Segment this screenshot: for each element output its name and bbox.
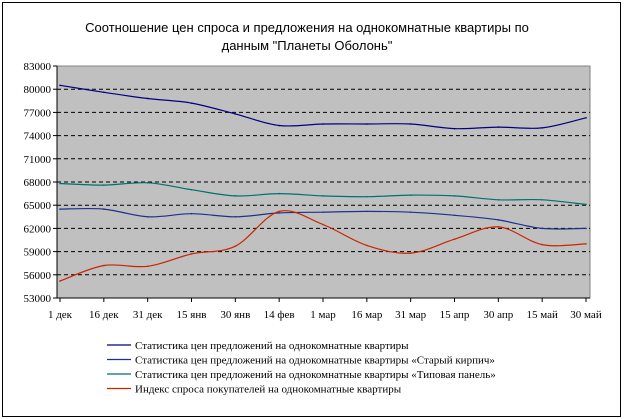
data-point: [103, 264, 105, 267]
axes: 53000 56000 59000 62000 65000 68000 71000 74000…: [24, 61, 602, 321]
data-point: [278, 124, 280, 127]
data-point: [59, 84, 61, 87]
x-tick-label: 14 фев: [264, 309, 295, 321]
data-point: [366, 123, 368, 125]
data-point: [366, 210, 368, 213]
data-point: [59, 208, 61, 210]
data-point: [409, 194, 412, 196]
y-tick-label: 53000: [24, 293, 52, 305]
data-point: [190, 102, 193, 104]
data-point: [322, 123, 324, 125]
x-tick-label: 16 дек: [89, 309, 119, 321]
data-point: [366, 244, 368, 247]
data-point: [453, 238, 456, 241]
legend-label-2: Статистика цен предложений на однокомнат…: [135, 355, 495, 367]
data-point: [103, 208, 105, 210]
y-tick-label: 56000: [24, 270, 52, 282]
data-point: [234, 113, 237, 115]
data-point: [190, 253, 193, 255]
x-tick-label: 15 янв: [177, 309, 207, 321]
data-point: [146, 97, 149, 100]
x-tick-label: 16 мар: [351, 309, 383, 321]
data-point: [541, 127, 543, 129]
data-point: [322, 223, 324, 226]
data-point: [453, 127, 456, 130]
legend-label-3: Статистика цен предложений на однокомнат…: [135, 369, 496, 381]
data-point: [146, 181, 149, 184]
x-tick-label: 15 апр: [440, 309, 470, 321]
x-tick-label: 30 май: [570, 309, 602, 321]
x-tick-label: 31 дек: [133, 309, 163, 321]
data-point: [190, 188, 193, 191]
x-tick-label: 30 апр: [483, 309, 513, 321]
data-point: [146, 265, 149, 268]
x-tick-label: 15 май: [526, 309, 558, 321]
data-point: [278, 212, 280, 214]
data-point: [103, 184, 105, 186]
y-tick-label: 65000: [24, 200, 52, 212]
data-point: [453, 214, 456, 217]
line-chart: Соотношение цен спроса и предложения на …: [24, 20, 602, 396]
data-point: [497, 226, 500, 228]
data-point: [541, 243, 543, 246]
data-point: [541, 198, 543, 201]
data-point: [409, 211, 412, 213]
data-point: [234, 195, 237, 197]
data-point: [585, 243, 587, 245]
data-point: [278, 192, 280, 195]
data-point: [234, 216, 237, 218]
data-point: [497, 219, 500, 221]
data-point: [59, 280, 61, 282]
data-point: [103, 91, 105, 94]
y-tick-label: 62000: [24, 223, 52, 235]
y-tick-label: 80000: [24, 84, 52, 96]
gridlines: [57, 88, 590, 276]
data-point: [190, 212, 193, 215]
data-point: [278, 210, 280, 213]
data-point: [59, 182, 61, 185]
data-point: [409, 252, 412, 254]
data-point: [322, 211, 324, 213]
y-tick-label: 77000: [24, 107, 52, 119]
y-tick-label: 74000: [24, 131, 52, 143]
legend: Статистика цен предложений на однокомнат…: [107, 340, 496, 396]
x-tick-label: 30 янв: [220, 309, 250, 321]
data-point: [585, 117, 587, 119]
chart-title-line-1: Соотношение цен спроса и предложения на …: [85, 20, 529, 35]
data-point: [585, 203, 587, 206]
y-tick-label: 71000: [24, 154, 52, 166]
data-point: [409, 123, 412, 125]
y-tick-label: 83000: [24, 61, 52, 73]
data-point: [541, 227, 543, 230]
data-point: [322, 195, 324, 197]
y-tick-label: 59000: [24, 247, 52, 259]
data-point: [234, 245, 237, 247]
legend-label-1: Статистика цен предложений на однокомнат…: [135, 340, 409, 352]
data-point: [497, 126, 500, 128]
x-tick-label: 1 мар: [310, 309, 336, 321]
data-point: [366, 195, 368, 198]
x-tick-label: 31 мар: [395, 309, 427, 321]
x-tick-label: 1 дек: [48, 309, 73, 321]
data-point: [585, 227, 587, 230]
data-point: [453, 195, 456, 197]
data-point: [146, 216, 149, 218]
y-tick-label: 68000: [24, 177, 52, 189]
legend-label-4: Индекс спроса покупателей на однокомнатн…: [135, 384, 402, 396]
data-point: [497, 198, 500, 201]
series-lines: [59, 84, 587, 282]
chart-title-line-2: данным "Планеты Оболонь": [222, 38, 393, 53]
